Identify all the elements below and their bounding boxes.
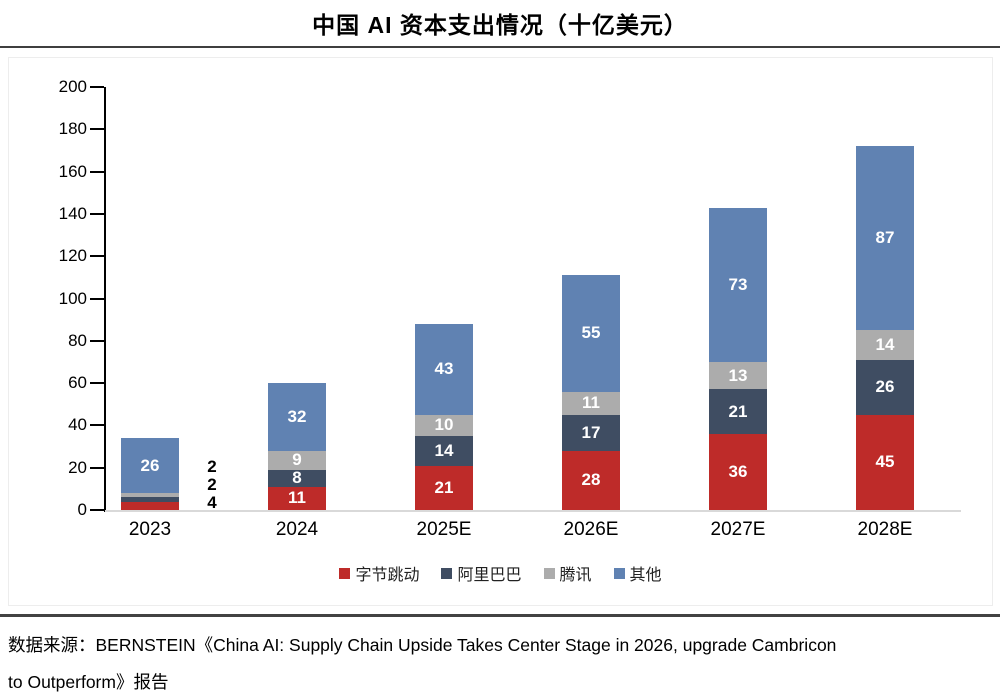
bar-value-label: 21 <box>415 465 473 510</box>
y-axis-tick-label: 200 <box>58 77 87 96</box>
y-axis-tick-label: 140 <box>58 203 87 223</box>
legend-item: 腾讯 <box>543 561 592 585</box>
legend-swatch <box>339 567 351 579</box>
y-axis-tick <box>90 212 104 215</box>
bar-value-label: 28 <box>562 450 620 510</box>
bar-value-label: 45 <box>856 414 914 510</box>
bar-value-label: 36 <box>709 433 767 510</box>
bar-value-label: 17 <box>562 414 620 451</box>
y-axis-tick-label: 60 <box>68 373 87 393</box>
chart-area: 0 20 40 60 80 100 120 140 160 180 200 26 2 2 4 2023 11 8 9… <box>8 57 993 606</box>
title-divider <box>0 46 1000 48</box>
y-axis-tick <box>90 339 104 342</box>
legend-item: 其他 <box>613 561 662 585</box>
legend-label: 腾讯 <box>559 567 592 584</box>
plot-area: 0 20 40 60 80 100 120 140 160 180 200 26 2 2 4 2023 11 8 9… <box>9 58 992 605</box>
x-axis-label: 2026E <box>563 519 619 540</box>
bar-value-label: 10 <box>415 414 473 436</box>
bar-value-label: 11 <box>268 486 326 510</box>
page-title: 中国 AI 资本支出情况（十亿美元） <box>312 12 688 38</box>
bar-value-label: 11 <box>562 391 620 415</box>
y-axis-tick <box>90 128 104 131</box>
bar-value-label: 21 <box>709 389 767 434</box>
source-line-2: to Outperform》报告 <box>8 672 169 692</box>
y-axis-tick <box>90 86 104 88</box>
legend-item: 阿里巴巴 <box>441 561 522 585</box>
bar-segment <box>121 493 179 498</box>
source-line-1: 数据来源：BERNSTEIN《China AI: Supply Chain Up… <box>8 635 837 655</box>
source-text: 数据来源：BERNSTEIN《China AI: Supply Chain Up… <box>8 627 994 697</box>
bar-value-label: 8 <box>268 468 326 487</box>
bar-value-label: 26 <box>856 359 914 415</box>
legend-label: 其他 <box>629 567 662 584</box>
legend-label: 阿里巴巴 <box>457 567 522 584</box>
y-axis-line <box>104 87 106 512</box>
y-axis-tick <box>90 424 104 427</box>
y-axis-tick-label: 120 <box>58 246 87 266</box>
y-axis-tick <box>90 170 104 173</box>
bar-value-label: 13 <box>709 361 767 390</box>
y-axis-tick-label: 20 <box>68 457 87 477</box>
bar-segment <box>121 497 179 502</box>
y-axis-tick-label: 0 <box>77 500 87 519</box>
y-axis-tick <box>90 297 104 300</box>
bar-value-label: 26 <box>121 438 179 494</box>
x-axis-baseline <box>105 510 961 512</box>
bar-segment <box>121 501 179 510</box>
x-axis-label: 2027E <box>710 519 766 540</box>
y-axis-tick-label: 160 <box>58 161 87 181</box>
bar-value-label: 14 <box>415 435 473 466</box>
legend-swatch <box>441 567 453 579</box>
bar-value-label: 43 <box>415 323 473 415</box>
x-axis-label: 2023 <box>128 519 172 540</box>
x-axis-label: 2028E <box>857 519 913 540</box>
legend-swatch <box>543 567 555 579</box>
x-axis-label: 2024 <box>275 519 319 540</box>
bar-value-label: 32 <box>268 383 326 451</box>
bar-value-label: 73 <box>709 207 767 362</box>
y-axis-tick <box>90 466 104 469</box>
y-axis-tick-label: 80 <box>68 330 87 350</box>
y-axis-tick-label: 40 <box>68 415 87 435</box>
source-divider <box>0 614 1000 617</box>
legend: 字节跳动 阿里巴巴 腾讯 其他 <box>9 561 992 585</box>
bar-value-label: 55 <box>562 275 620 392</box>
y-axis-tick <box>90 255 104 258</box>
x-axis-label: 2025E <box>416 519 472 540</box>
legend-swatch <box>613 567 625 579</box>
y-axis-tick <box>90 509 104 511</box>
y-axis-tick <box>90 382 104 385</box>
bar-value-label: 87 <box>856 146 914 331</box>
legend-item: 字节跳动 <box>339 561 419 585</box>
legend-label: 字节跳动 <box>355 567 420 584</box>
bar-value-label: 9 <box>268 450 326 470</box>
y-axis-tick-label: 100 <box>58 288 87 308</box>
bar-value-label: 14 <box>856 330 914 360</box>
y-axis-tick-label: 180 <box>58 119 87 139</box>
